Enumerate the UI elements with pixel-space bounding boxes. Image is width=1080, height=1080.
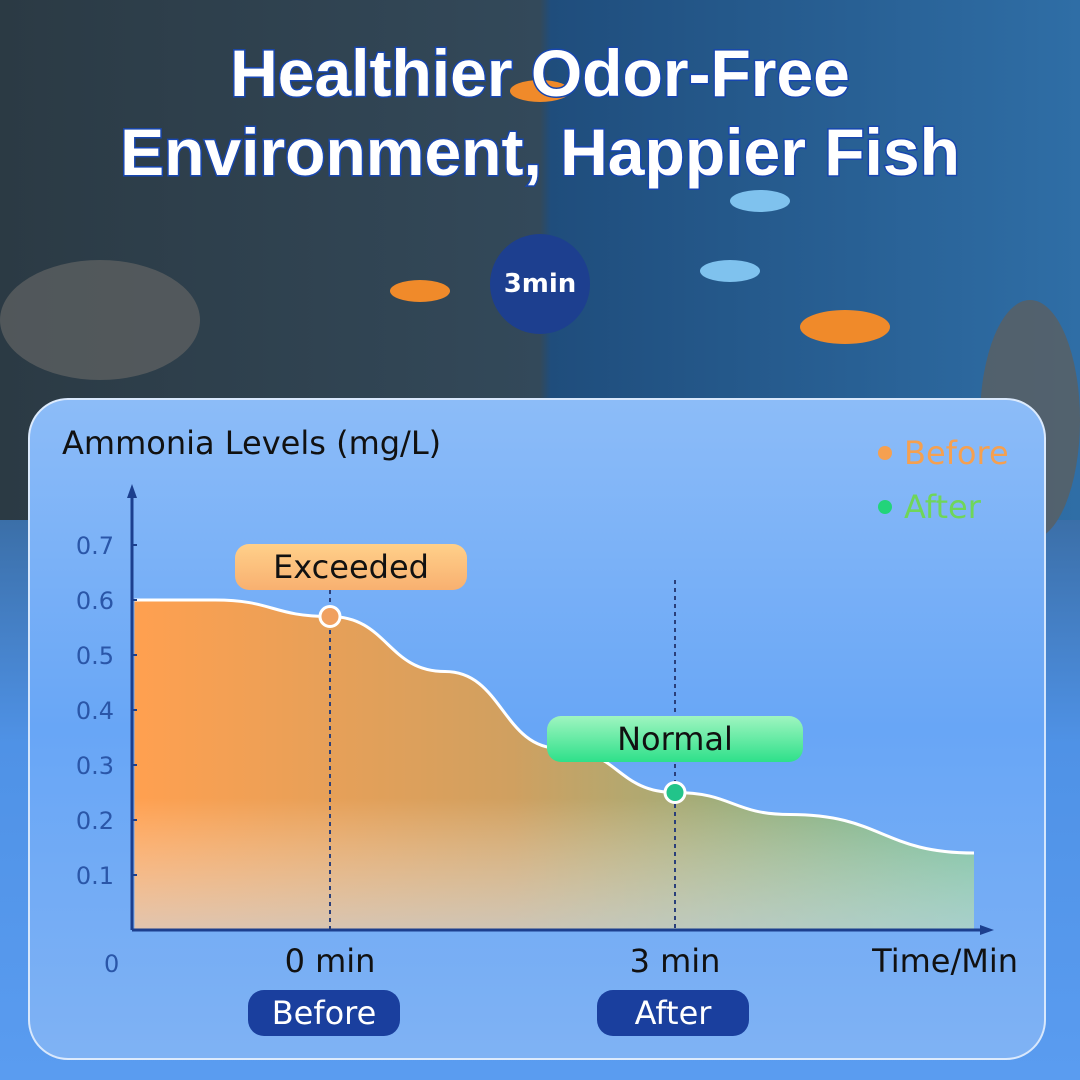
headline-line1: Healthier Odor-Free: [229, 36, 852, 110]
chart-plot: 0.1 0.2 0.3 0.4 0.5 0.6 0.7 0 Time/Min 0 min 3 min: [76, 484, 1018, 980]
y-tick-label: 0.6: [76, 587, 114, 615]
headline-line2: Environment, Happier Fish: [119, 115, 962, 189]
exceeded-label: Exceeded: [235, 544, 467, 590]
origin-label: 0: [104, 950, 119, 978]
x-tick-label: 0 min: [285, 942, 376, 980]
before-state-button: Before: [248, 990, 400, 1036]
fish: [510, 80, 570, 102]
normal-label: Normal: [547, 716, 803, 762]
marker-point: [318, 605, 342, 628]
legend-before: Before: [878, 434, 1009, 472]
area-haze: [134, 600, 974, 930]
fish: [390, 280, 450, 302]
y-tick-label: 0.4: [76, 697, 114, 725]
y-axis-arrow-icon: [127, 484, 137, 498]
fish: [730, 190, 790, 212]
x-tick-label: 3 min: [630, 942, 721, 980]
legend-label: Before: [904, 434, 1009, 472]
curve-line: [134, 598, 975, 855]
y-tick-label: 0.2: [76, 807, 114, 835]
fish: [700, 260, 760, 282]
x-axis-arrow-icon: [980, 925, 994, 935]
y-tick-label: 0.3: [76, 752, 114, 780]
after-state-button: After: [597, 990, 749, 1036]
after-dot-icon: [878, 500, 892, 514]
y-tick-label: 0.5: [76, 642, 114, 670]
x-axis-label: Time/Min: [871, 942, 1018, 980]
y-tick-label: 0.7: [76, 532, 114, 560]
time-badge: 3min: [490, 234, 590, 334]
rock-left: [0, 260, 200, 380]
legend-after: After: [878, 488, 981, 526]
fish: [800, 310, 890, 344]
before-dot-icon: [878, 446, 892, 460]
chart-card: Ammonia Levels (mg/L) Before After 0.1 0.…: [28, 398, 1046, 1060]
legend-label: After: [904, 488, 981, 526]
marker-point: [663, 781, 687, 804]
chart-title: Ammonia Levels (mg/L): [62, 424, 442, 462]
y-tick-label: 0.1: [76, 862, 114, 890]
